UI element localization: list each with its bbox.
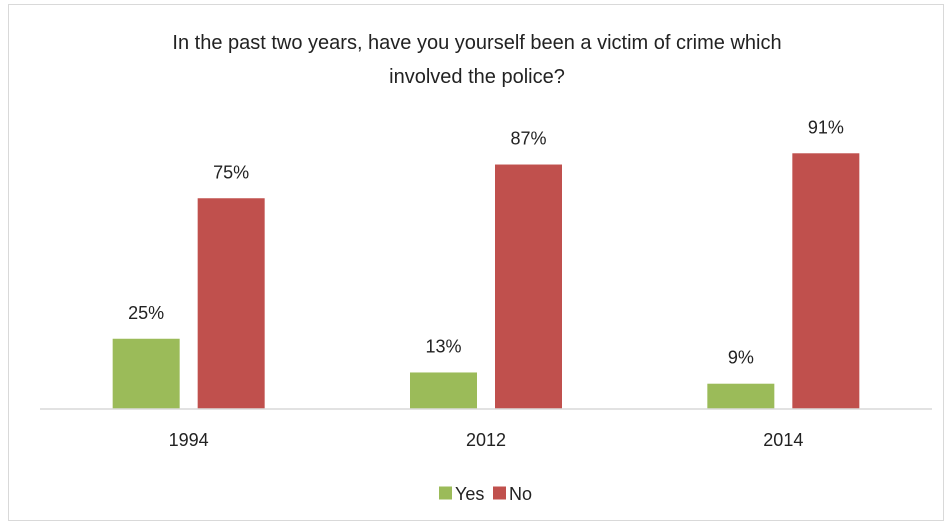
bar-yes-2012 — [410, 372, 477, 409]
data-label-yes-2012: 13% — [425, 336, 461, 356]
legend-swatch-no — [493, 486, 506, 500]
chart-svg: In the past two years, have you yourself… — [40, 32, 932, 504]
legend-label-yes: Yes — [455, 484, 484, 504]
chart-title-line-2: involved the police? — [389, 66, 565, 88]
bar-no-2014 — [792, 153, 860, 409]
x-tick-label-2012: 2012 — [466, 430, 506, 450]
data-label-no-2012: 87% — [510, 129, 546, 149]
plot-area: 25% 75% 13% 87% 9% 91% — [112, 117, 860, 409]
chart-frame: In the past two years, have you yourself… — [8, 4, 944, 521]
data-label-yes-1994: 25% — [128, 303, 164, 323]
bar-no-1994 — [197, 198, 265, 409]
x-tick-label-1994: 1994 — [169, 430, 209, 450]
data-label-no-2014: 91% — [808, 117, 844, 137]
bar-no-2012 — [495, 164, 562, 409]
chart-title-line-1: In the past two years, have you yourself… — [172, 32, 781, 54]
data-label-yes-2014: 9% — [728, 348, 754, 368]
chart-title: In the past two years, have you yourself… — [172, 32, 781, 88]
data-label-no-1994: 75% — [213, 162, 249, 182]
legend-swatch-yes — [439, 486, 452, 500]
bar-yes-2014 — [707, 383, 775, 409]
bar-yes-1994 — [112, 338, 180, 409]
legend-label-no: No — [509, 484, 532, 504]
x-tick-label-2014: 2014 — [763, 430, 803, 450]
legend: Yes No — [439, 484, 532, 504]
x-axis-ticks: 1994 2012 2014 — [169, 430, 804, 450]
